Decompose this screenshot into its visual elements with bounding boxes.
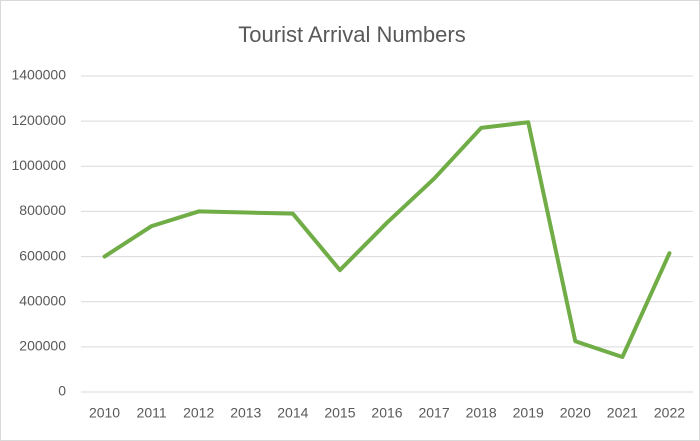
x-tick-label: 2012 — [183, 405, 214, 421]
x-tick-label: 2019 — [513, 405, 544, 421]
x-tick-label: 2016 — [371, 405, 402, 421]
x-tick-label: 2010 — [89, 405, 120, 421]
x-tick-label: 2022 — [654, 405, 685, 421]
y-tick-label: 1200000 — [11, 112, 66, 128]
x-tick-label: 2020 — [560, 405, 591, 421]
x-tick-label: 2013 — [230, 405, 261, 421]
y-tick-label: 200000 — [19, 338, 66, 354]
y-tick-label: 0 — [58, 383, 66, 399]
x-tick-label: 2011 — [137, 405, 167, 421]
x-tick-label: 2017 — [418, 405, 449, 421]
x-tick-label: 2014 — [277, 405, 308, 421]
y-tick-label: 1000000 — [11, 157, 66, 173]
y-tick-label: 400000 — [19, 292, 66, 308]
y-tick-label: 1400000 — [11, 67, 66, 83]
x-tick-label: 2021 — [607, 405, 638, 421]
chart-title: Tourist Arrival Numbers — [238, 22, 465, 47]
y-tick-label: 800000 — [19, 202, 66, 218]
x-tick-label: 2015 — [324, 405, 355, 421]
line-series — [102, 120, 672, 360]
x-tick-label: 2018 — [466, 405, 497, 421]
y-tick-label: 600000 — [19, 247, 66, 263]
